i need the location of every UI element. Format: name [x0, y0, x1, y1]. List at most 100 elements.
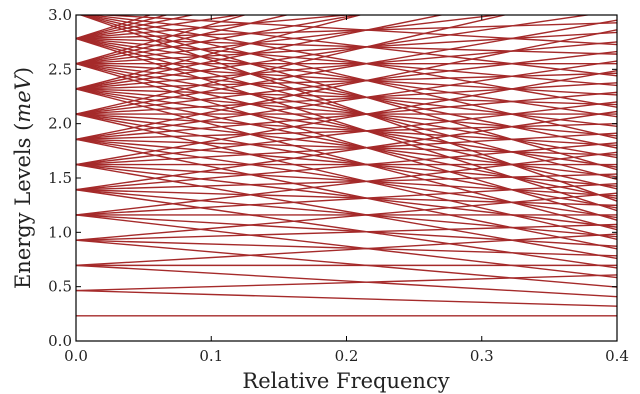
- x-tick-label: 0.2: [335, 347, 359, 365]
- energy-level-line: [80, 15, 617, 140]
- energy-level-line: [76, 37, 617, 180]
- energy-level-line: [76, 19, 617, 115]
- energy-level-line: [76, 88, 617, 200]
- energy-level-line: [76, 142, 617, 191]
- energy-level-line: [76, 88, 617, 231]
- energy-level-line: [76, 138, 617, 219]
- energy-level-line: [76, 41, 617, 90]
- y-tick-label: 2.0: [48, 115, 72, 133]
- energy-level-line: [76, 189, 617, 269]
- energy-level-line: [76, 88, 617, 137]
- y-tick-label: 1.5: [48, 169, 72, 187]
- energy-level-line: [76, 113, 617, 240]
- energy-level-line: [76, 101, 617, 166]
- energy-level-line: [76, 82, 617, 115]
- energy-level-line: [76, 182, 617, 216]
- energy-level-line: [76, 264, 617, 298]
- energy-level-line: [76, 0, 617, 13]
- energy-level-line: [76, 163, 617, 260]
- energy-level-line: [79, 15, 617, 171]
- energy-level-line: [76, 239, 617, 257]
- energy-level-line: [76, 60, 617, 141]
- y-tick-label: 1.0: [48, 223, 72, 241]
- energy-level-line: [76, 88, 617, 106]
- y-axis-ticks: 0.0 0.5 1.0 1.5 2.0 2.5 3.0: [48, 6, 617, 350]
- energy-level-line: [93, 15, 617, 46]
- energy-level-line: [76, 113, 617, 209]
- x-tick-label: 0.3: [470, 347, 494, 365]
- energy-level-line: [76, 0, 617, 13]
- energy-level-line: [76, 15, 196, 40]
- energy-level-line: [76, 151, 617, 216]
- energy-level-line: [76, 37, 617, 149]
- energy-level-line: [76, 15, 244, 40]
- energy-level-line: [76, 138, 617, 250]
- energy-level-line: [76, 62, 617, 159]
- x-tick-label: 0.1: [199, 347, 223, 365]
- energy-level-line: [76, 239, 617, 288]
- y-tick-label: 2.5: [48, 60, 72, 78]
- energy-level-line: [76, 132, 617, 166]
- energy-level-line: [76, 37, 617, 118]
- energy-level-line: [76, 163, 617, 197]
- energy-level-line: [76, 138, 617, 156]
- energy-level-line: [76, 15, 503, 65]
- y-axis-label-unit: meV: [11, 73, 35, 122]
- energy-level-line: [76, 0, 617, 13]
- energy-level-line: [76, 29, 617, 141]
- energy-level-line: [76, 110, 617, 191]
- energy-level-line: [76, 15, 592, 90]
- energy-level-line: [76, 173, 617, 191]
- energy-level-line: [76, 37, 617, 55]
- energy-level-line: [76, 91, 617, 141]
- energy-level-line: [76, 189, 617, 207]
- y-axis-label-text: Energy Levels (: [11, 123, 35, 289]
- energy-level-line: [76, 189, 617, 238]
- energy-level-line: [76, 138, 617, 187]
- energy-level-line: [76, 31, 617, 65]
- energy-level-line: [76, 0, 617, 13]
- x-tick-label: 0.0: [64, 347, 88, 365]
- energy-level-line: [76, 15, 355, 40]
- energy-level-line: [76, 37, 617, 212]
- x-axis-label: Relative Frequency: [242, 369, 449, 393]
- energy-level-line: [76, 192, 617, 241]
- energy-level-line: [76, 15, 247, 65]
- energy-level-line: [76, 15, 445, 90]
- energy-level-line: [78, 15, 617, 202]
- y-axis-label-close: ): [11, 67, 35, 75]
- x-axis-ticks: 0.0 0.1 0.2 0.3 0.4: [64, 15, 629, 365]
- energy-level-line: [76, 63, 617, 221]
- energy-level-line: [76, 122, 617, 141]
- energy-level-line: [76, 37, 617, 87]
- energy-level-line: [76, 223, 617, 241]
- y-axis-label: Energy Levels (meV): [11, 67, 35, 289]
- x-tick-label: 0.4: [605, 347, 629, 365]
- energy-level-line: [76, 113, 617, 178]
- energy-level-line: [76, 113, 617, 147]
- y-tick-label: 3.0: [48, 6, 72, 24]
- energy-level-line: [76, 63, 617, 190]
- energy-level-line: [76, 72, 617, 90]
- energy-level-line: [76, 233, 617, 267]
- energy-level-line: [76, 274, 617, 292]
- energy-level-line: [76, 15, 508, 115]
- energy-level-line: [84, 15, 617, 77]
- energy-level-line: [76, 15, 290, 65]
- energy-level-line: [76, 289, 617, 307]
- energy-level-line: [81, 15, 617, 108]
- y-tick-label: 0.0: [48, 332, 72, 350]
- y-tick-label: 0.5: [48, 278, 72, 296]
- energy-level-line: [76, 50, 617, 115]
- energy-level-line: [76, 69, 617, 166]
- energy-level-line: [76, 214, 617, 279]
- energy-level-line: [76, 0, 617, 13]
- energy-level-line: [76, 214, 617, 247]
- energy-level-line: [76, 22, 617, 40]
- energy-level-line: [76, 62, 617, 127]
- energy-level-line: [76, 163, 617, 228]
- energy-level-line: [76, 0, 617, 13]
- series-lines: [76, 0, 617, 317]
- energy-level-line: [76, 62, 617, 96]
